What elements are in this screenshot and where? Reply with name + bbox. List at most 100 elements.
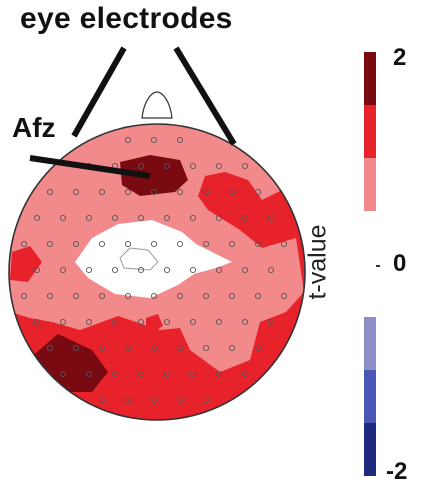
electrode-marker bbox=[254, 240, 262, 248]
electrode-marker bbox=[124, 188, 132, 196]
electrode-marker bbox=[72, 344, 80, 352]
afz-pointer-line bbox=[29, 155, 151, 179]
afz-label: Afz bbox=[12, 112, 56, 143]
colorbar-band bbox=[364, 211, 376, 264]
electrode-marker bbox=[20, 240, 28, 248]
electrode-marker bbox=[111, 214, 119, 222]
electrode-marker bbox=[85, 214, 93, 222]
electrode-marker bbox=[59, 370, 67, 378]
electrode-marker bbox=[137, 214, 145, 222]
colorbar-band bbox=[364, 52, 376, 105]
electrode-marker bbox=[33, 266, 41, 274]
colorbar-title: t-value bbox=[303, 224, 332, 300]
colorbar-band bbox=[364, 317, 376, 370]
electrode-marker bbox=[202, 344, 210, 352]
electrode-marker bbox=[124, 292, 132, 300]
colorbar-band bbox=[364, 105, 376, 158]
colorbar-band bbox=[364, 264, 376, 317]
electrode-marker bbox=[176, 344, 184, 352]
electrode-marker bbox=[111, 370, 119, 378]
electrode-marker bbox=[189, 318, 197, 326]
electrode-marker bbox=[280, 292, 288, 300]
electrode-marker bbox=[254, 188, 262, 196]
electrode-marker bbox=[59, 318, 67, 326]
electrode-marker bbox=[137, 370, 145, 378]
electrode-marker bbox=[46, 240, 54, 248]
electrode-marker bbox=[202, 188, 210, 196]
electrode-marker bbox=[241, 162, 249, 170]
electrode-marker bbox=[254, 344, 262, 352]
electrode-marker bbox=[111, 318, 119, 326]
electrode-markers bbox=[20, 136, 288, 404]
electrode-marker bbox=[189, 266, 197, 274]
electrode-marker bbox=[150, 240, 158, 248]
electrode-marker bbox=[280, 240, 288, 248]
electrode-marker bbox=[85, 318, 93, 326]
electrode-marker bbox=[46, 188, 54, 196]
electrode-marker bbox=[85, 266, 93, 274]
electrode-marker bbox=[46, 292, 54, 300]
region-red-left bbox=[10, 246, 42, 282]
electrode-marker bbox=[163, 318, 171, 326]
electrode-marker bbox=[241, 318, 249, 326]
eye-electrodes-label: eye electrodes bbox=[20, 2, 233, 35]
electrode-marker bbox=[137, 162, 145, 170]
electrode-marker bbox=[202, 292, 210, 300]
colorbar-band bbox=[364, 423, 376, 476]
electrode-marker bbox=[267, 318, 275, 326]
electrode-marker bbox=[163, 370, 171, 378]
electrode-marker bbox=[176, 188, 184, 196]
electrode-marker bbox=[202, 396, 210, 404]
electrode-marker bbox=[241, 266, 249, 274]
electrode-marker bbox=[267, 266, 275, 274]
region-white bbox=[75, 220, 232, 298]
electrode-marker bbox=[59, 214, 67, 222]
electrode-marker bbox=[33, 318, 41, 326]
colorbar-band bbox=[364, 370, 376, 423]
nose bbox=[141, 91, 173, 119]
electrode-marker bbox=[228, 292, 236, 300]
electrode-marker bbox=[189, 162, 197, 170]
electrode-marker bbox=[150, 188, 158, 196]
electrode-marker bbox=[215, 266, 223, 274]
electrode-marker bbox=[72, 188, 80, 196]
electrode-marker bbox=[176, 292, 184, 300]
electrode-marker bbox=[202, 240, 210, 248]
electrode-marker bbox=[111, 266, 119, 274]
electrode-marker bbox=[241, 214, 249, 222]
electrode-marker bbox=[124, 136, 132, 144]
electrode-marker bbox=[163, 162, 171, 170]
electrode-marker bbox=[215, 162, 223, 170]
colorbar-tick-max: 2 bbox=[393, 44, 407, 71]
eye-electrode-line-left bbox=[71, 46, 127, 138]
inner-contour bbox=[119, 247, 159, 271]
electrode-marker bbox=[137, 266, 145, 274]
electrode-marker bbox=[150, 136, 158, 144]
electrode-marker bbox=[228, 344, 236, 352]
electrode-marker bbox=[98, 344, 106, 352]
electrode-marker bbox=[124, 240, 132, 248]
electrode-marker bbox=[254, 292, 262, 300]
electrode-marker bbox=[150, 396, 158, 404]
electrode-marker bbox=[150, 292, 158, 300]
electrode-marker bbox=[176, 396, 184, 404]
region-dark-afz bbox=[120, 155, 188, 196]
electrode-marker bbox=[228, 240, 236, 248]
electrode-marker bbox=[46, 344, 54, 352]
eye-electrode-line-right bbox=[173, 46, 237, 146]
electrode-marker bbox=[72, 292, 80, 300]
electrode-marker bbox=[98, 396, 106, 404]
electrode-marker bbox=[215, 370, 223, 378]
region-red-spot bbox=[146, 314, 163, 332]
electrode-marker bbox=[85, 370, 93, 378]
electrode-marker bbox=[189, 370, 197, 378]
electrode-marker bbox=[163, 214, 171, 222]
electrode-marker bbox=[163, 266, 171, 274]
electrode-marker bbox=[98, 188, 106, 196]
electrode-marker bbox=[241, 370, 249, 378]
electrode-marker bbox=[176, 136, 184, 144]
electrode-marker bbox=[215, 318, 223, 326]
electrode-marker bbox=[228, 188, 236, 196]
